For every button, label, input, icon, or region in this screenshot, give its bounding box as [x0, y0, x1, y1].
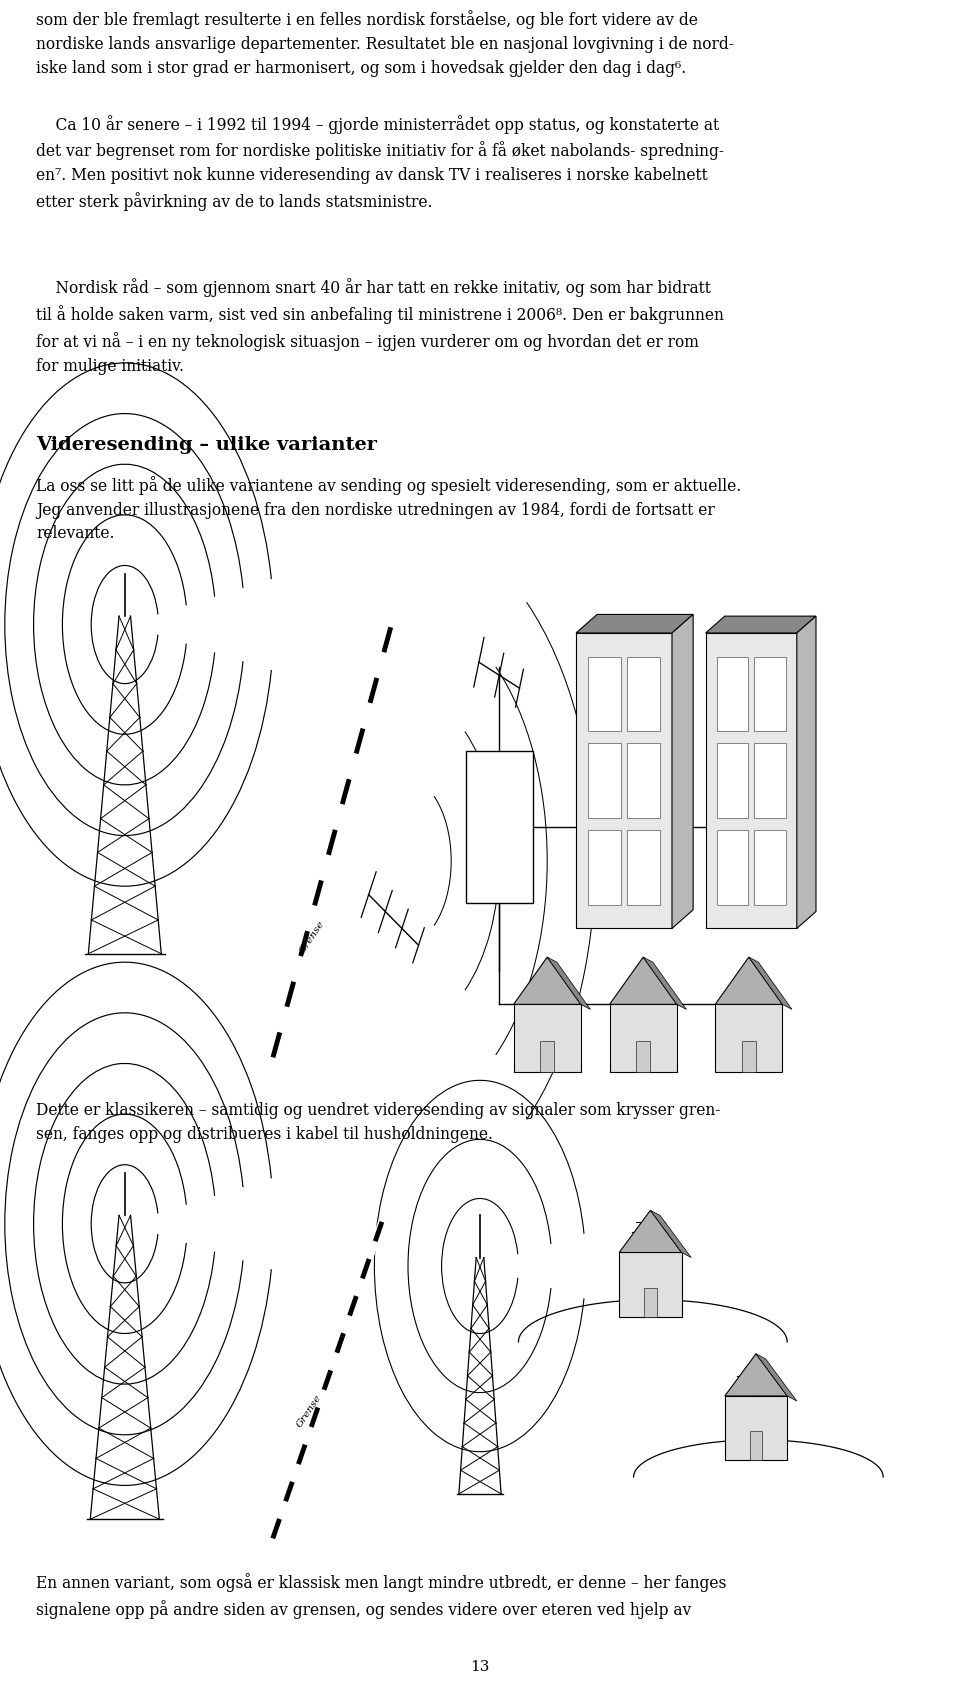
Text: La oss se litt på de ulike variantene av sending og spesielt videresending, som : La oss se litt på de ulike variantene av…	[36, 476, 742, 542]
Text: Dette er klassikeren – samtidig og uendret videresending av signaler som krysser: Dette er klassikeren – samtidig og uendr…	[36, 1102, 721, 1143]
Bar	[514, 1004, 581, 1072]
Polygon shape	[756, 1354, 797, 1401]
Polygon shape	[547, 957, 590, 1009]
Polygon shape	[749, 957, 792, 1009]
Text: Videresending – ulike varianter: Videresending – ulike varianter	[36, 436, 377, 454]
Bar	[754, 657, 786, 731]
Bar	[576, 633, 672, 928]
Bar	[619, 1252, 682, 1317]
Text: 13: 13	[470, 1661, 490, 1674]
Polygon shape	[576, 614, 693, 633]
Bar	[588, 657, 621, 731]
Bar	[754, 830, 786, 905]
Bar	[627, 657, 660, 731]
Bar	[610, 1004, 677, 1072]
Bar	[716, 743, 749, 819]
Bar	[588, 743, 621, 819]
Bar	[627, 743, 660, 819]
Text: Grense: Grense	[298, 918, 326, 955]
Text: som der ble fremlagt resulterte i en felles nordisk forståelse, og ble fort vide: som der ble fremlagt resulterte i en fel…	[36, 10, 734, 76]
Polygon shape	[610, 957, 677, 1004]
Bar	[716, 657, 749, 731]
Bar	[540, 1041, 554, 1072]
Polygon shape	[514, 957, 581, 1004]
Polygon shape	[725, 1354, 787, 1396]
Text: Nordisk råd – som gjennom snart 40 år har tatt en rekke initativ, og som har bid: Nordisk råd – som gjennom snart 40 år ha…	[36, 279, 725, 375]
Polygon shape	[715, 957, 782, 1004]
Polygon shape	[797, 616, 816, 928]
Text: En annen variant, som også er klassisk men langt mindre utbredt, er denne – her : En annen variant, som også er klassisk m…	[36, 1573, 727, 1619]
Polygon shape	[706, 616, 816, 633]
Bar	[742, 1041, 756, 1072]
Bar	[716, 830, 749, 905]
Bar	[588, 830, 621, 905]
Bar	[627, 830, 660, 905]
Bar	[636, 1041, 650, 1072]
Polygon shape	[619, 1210, 682, 1252]
Bar	[706, 633, 797, 928]
Polygon shape	[651, 1210, 691, 1258]
Bar	[754, 743, 786, 819]
Text: Ca 10 år senere – i 1992 til 1994 – gjorde ministerrådet opp status, og konstate: Ca 10 år senere – i 1992 til 1994 – gjor…	[36, 115, 725, 211]
Polygon shape	[643, 957, 686, 1009]
Polygon shape	[672, 614, 693, 928]
Text: Grense: Grense	[295, 1393, 324, 1430]
Bar	[644, 1288, 657, 1317]
Bar	[725, 1396, 787, 1460]
Bar	[466, 751, 533, 903]
Bar	[715, 1004, 782, 1072]
Bar	[750, 1431, 762, 1460]
